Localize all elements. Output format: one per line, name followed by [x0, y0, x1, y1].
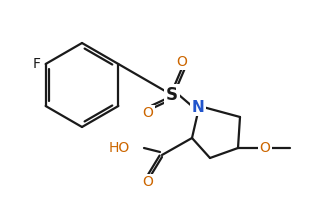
- Text: N: N: [192, 100, 204, 115]
- Text: HO: HO: [109, 141, 130, 155]
- Text: O: O: [177, 55, 188, 69]
- Text: O: O: [143, 175, 153, 189]
- Text: O: O: [143, 106, 153, 120]
- Text: S: S: [166, 86, 178, 104]
- Text: F: F: [33, 57, 41, 71]
- Text: O: O: [259, 141, 270, 155]
